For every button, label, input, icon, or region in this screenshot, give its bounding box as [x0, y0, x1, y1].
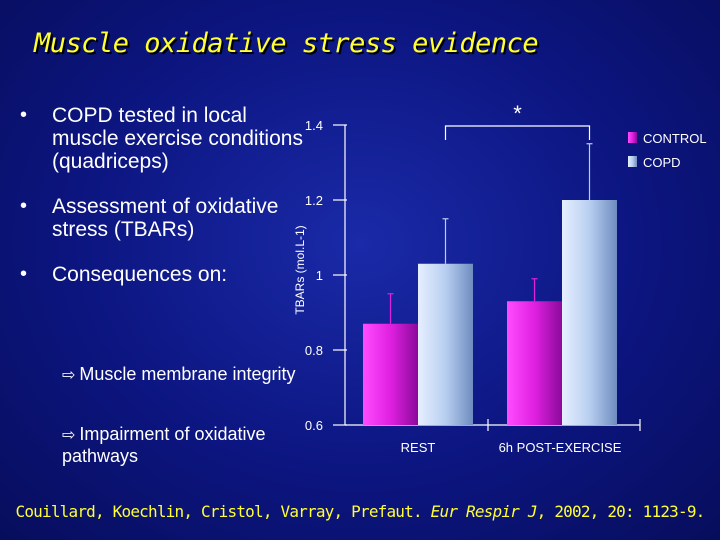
legend-swatch-control — [628, 132, 637, 143]
bullet-assessment: • Assessment of oxidative stress (TBARs) — [14, 195, 304, 241]
bullet-text: Assessment of oxidative stress (TBARs) — [52, 195, 279, 241]
citation-authors: Couillard, Koechlin, Cristol, Varray, Pr… — [15, 502, 431, 521]
bullet-text: COPD tested in local muscle exercise con… — [52, 104, 303, 173]
arrow-icon: ⇨ — [62, 367, 76, 384]
bullet-symbol: • — [20, 104, 28, 126]
sub-bullet-oxidative: ⇨ Impairment of oxidative pathways — [62, 424, 302, 467]
slide-title: Muscle oxidative stress evidence — [34, 28, 539, 59]
citation-journal: Eur Respir J — [430, 502, 538, 521]
y-tick-label: 1.2 — [305, 193, 323, 208]
significance-bracket — [444, 125, 591, 140]
sub-bullet-text: Muscle membrane integrity — [79, 364, 296, 384]
significance-star: * — [513, 101, 522, 126]
x-category-label: REST — [401, 440, 436, 455]
legend-swatch-copd — [628, 156, 637, 167]
sub-bullet-membrane: ⇨ Muscle membrane integrity — [62, 364, 302, 386]
legend-label-copd: COPD — [643, 155, 681, 170]
bullet-list: • COPD tested in local muscle exercise c… — [14, 104, 304, 308]
y-tick-label: 0.8 — [305, 343, 323, 358]
bullet-text: Consequences on: — [52, 263, 228, 286]
y-tick-label: 0.6 — [305, 418, 323, 433]
bullet-consequences: • Consequences on: — [14, 263, 304, 286]
bar-control-0 — [363, 323, 418, 425]
y-axis-label: TBARs (mol.L-1) — [293, 225, 307, 314]
bullet-symbol: • — [20, 195, 28, 217]
bullet-symbol: • — [20, 263, 28, 285]
y-tick-label: 1.4 — [305, 118, 323, 133]
y-tick-label: 1 — [316, 268, 323, 283]
citation: Couillard, Koechlin, Cristol, Varray, Pr… — [0, 502, 720, 521]
bar-copd-0 — [418, 263, 473, 425]
citation-rest: , 2002, 20: 1123-9. — [536, 502, 706, 521]
legend-label-control: CONTROL — [643, 131, 707, 146]
x-category-label: 6h POST-EXERCISE — [499, 440, 622, 455]
tbars-bar-chart: 0.6 0.8 1 1.2 1.4 TBARs (mol.L-1) REST 6h POST-… — [293, 101, 707, 455]
bar-copd-1 — [562, 200, 617, 425]
sub-bullet-text: Impairment of oxidative pathways — [62, 424, 266, 466]
bar-control-1 — [507, 301, 562, 425]
arrow-icon: ⇨ — [62, 427, 76, 444]
bullet-copd-tested: • COPD tested in local muscle exercise c… — [14, 104, 304, 173]
